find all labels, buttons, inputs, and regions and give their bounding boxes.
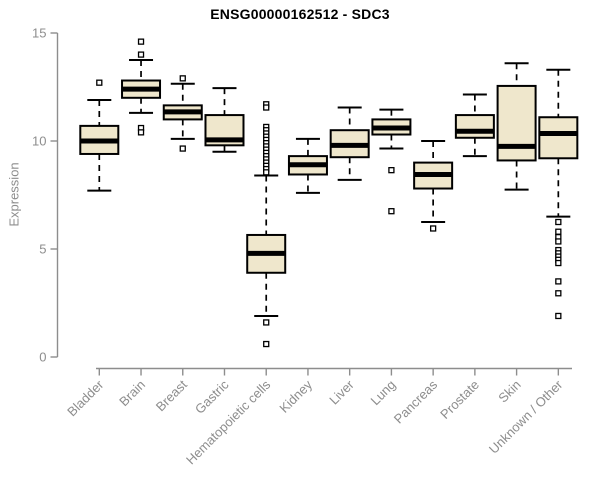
outlier-hematopoietic-cells: [263, 319, 270, 326]
x-tick-label-prostate: Prostate: [437, 377, 482, 422]
outlier-hematopoietic-cells: [263, 340, 270, 348]
outlier-lung: [388, 167, 395, 174]
outlier-unknown-other: [555, 218, 562, 226]
outlier-unknown-other: [555, 238, 562, 245]
x-tick-label-brain: Brain: [116, 377, 148, 409]
x-tick-label-unknown-other: Unknown / Other: [486, 377, 566, 457]
outlier-unknown-other: [555, 278, 562, 285]
y-tick-label: 10: [32, 134, 46, 149]
x-tick-label-breast: Breast: [153, 377, 190, 414]
outlier-hematopoietic-cells: [263, 169, 270, 176]
box-skin: [496, 84, 537, 162]
outlier-unknown-other: [555, 259, 562, 267]
x-tick-label-skin: Skin: [495, 377, 523, 405]
outlier-pancreas: [429, 225, 437, 232]
box-prostate: [454, 114, 495, 139]
outlier-bladder: [96, 79, 103, 86]
y-tick-label: 0: [39, 350, 46, 365]
x-tick-label-bladder: Bladder: [64, 377, 107, 420]
outlier-breast: [179, 145, 186, 152]
outlier-unknown-other: [555, 290, 562, 297]
x-tick-label-gastric: Gastric: [192, 377, 232, 417]
y-tick-label: 15: [32, 26, 46, 41]
outlier-lung: [388, 208, 395, 215]
outlier-brain: [137, 129, 145, 136]
outlier-brain: [137, 38, 145, 45]
y-tick-label: 5: [39, 242, 46, 257]
x-tick-label-pancreas: Pancreas: [391, 377, 441, 427]
outlier-unknown-other: [555, 312, 562, 320]
outlier-breast: [179, 75, 186, 82]
x-tick-label-liver: Liver: [326, 377, 357, 408]
outlier-brain: [137, 51, 145, 58]
box-unknown-other: [538, 116, 579, 160]
outlier-hematopoietic-cells: [263, 104, 270, 111]
x-tick-label-kidney: Kidney: [276, 377, 315, 416]
x-tick-label-lung: Lung: [367, 377, 398, 408]
outlier-unknown-other: [555, 228, 562, 235]
chart-title: ENSG00000162512 - SDC3: [210, 6, 390, 22]
